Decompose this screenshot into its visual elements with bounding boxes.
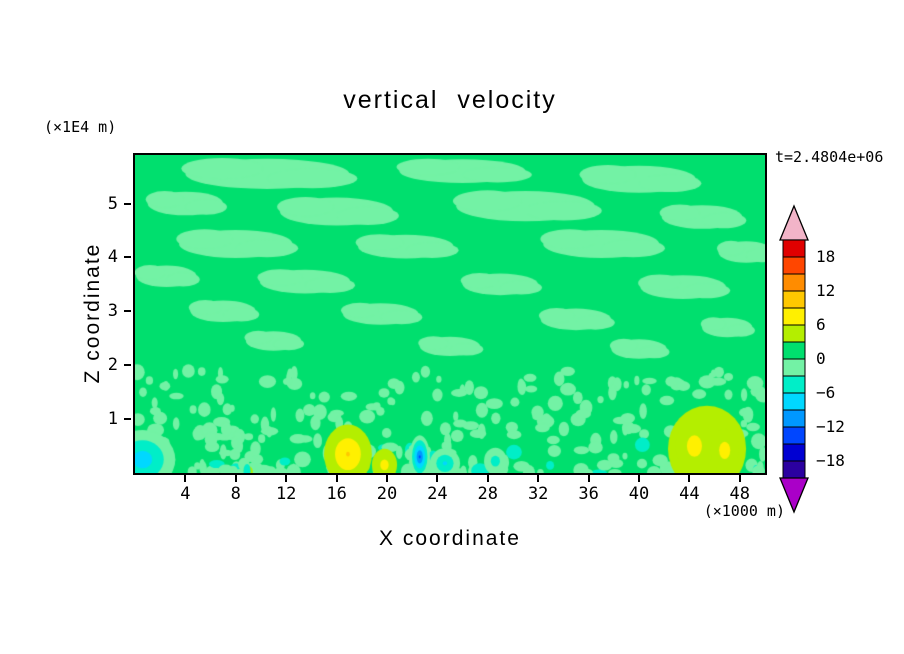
contour-field: [135, 155, 765, 473]
colorbar-band: [782, 392, 806, 411]
x-tick-mark: [234, 475, 237, 482]
x-tick-label: 16: [326, 484, 347, 504]
x-tick-label: 48: [729, 484, 751, 504]
x-tick-label: 20: [376, 484, 398, 504]
x-axis-label: X coordinate: [379, 527, 521, 550]
colorbar-band: [782, 358, 806, 377]
y-tick-label: 1: [107, 409, 118, 430]
colorbar-band: [782, 426, 806, 445]
colorbar-band: [782, 460, 806, 479]
x-tick-label: 12: [275, 484, 297, 504]
y-tick-mark: [124, 418, 131, 421]
y-tick-mark: [124, 256, 131, 259]
x-tick-label: 28: [477, 484, 499, 504]
colorbar-band: [782, 239, 806, 258]
colorbar-band: [782, 375, 806, 394]
x-tick-mark: [335, 475, 338, 482]
colorbar-top-arrow: [779, 204, 809, 241]
colorbar-tick-label: −18: [816, 451, 845, 470]
x-tick-mark: [486, 475, 489, 482]
colorbar-tick-label: 18: [816, 247, 836, 266]
x-tick-label: 4: [180, 484, 191, 504]
colorbar-band: [782, 256, 806, 275]
colorbar-band: [782, 273, 806, 292]
x-tick-label: 24: [427, 484, 448, 504]
colorbar-band: [782, 290, 806, 309]
x-tick-mark: [386, 475, 388, 482]
colorbar-tick-label: 6: [816, 315, 826, 334]
x-tick-mark: [587, 475, 590, 482]
x-tick-mark: [184, 475, 187, 482]
colorbar-tick-label: 0: [816, 349, 826, 368]
y-tick-label: 2: [107, 355, 118, 376]
colorbar-tick-label: 12: [816, 281, 836, 300]
x-tick-mark: [537, 475, 540, 482]
colorbar-band: [782, 409, 806, 428]
y-axis-unit: (×1E4 m): [44, 118, 117, 136]
colorbar-tick-label: −12: [816, 417, 845, 436]
y-tick-mark: [124, 364, 131, 367]
colorbar-band: [782, 324, 806, 343]
colorbar-tick-label: −6: [816, 383, 836, 402]
colorbar-svg: [779, 204, 809, 514]
y-tick-mark: [124, 202, 131, 205]
x-tick-mark: [688, 475, 691, 482]
chart-title: vertical velocity: [343, 86, 557, 114]
x-tick-label: 40: [628, 484, 650, 504]
y-tick-label: 4: [107, 247, 118, 268]
x-tick-label: 36: [578, 484, 599, 504]
y-tick-label: 5: [107, 193, 118, 214]
x-tick-mark: [436, 475, 439, 482]
colorbar-band: [782, 307, 806, 326]
colorbar-band: [782, 341, 806, 360]
x-axis-unit: (×1000 m): [703, 502, 785, 520]
colorbar-band: [782, 443, 806, 462]
plot-area: [133, 153, 767, 475]
y-tick-label: 3: [107, 301, 118, 322]
colorbar-bottom-arrow: [779, 477, 809, 514]
x-tick-label: 8: [230, 484, 241, 504]
time-label: t=2.4804e+06: [775, 148, 884, 166]
x-tick-mark: [638, 475, 640, 482]
y-tick-mark: [124, 310, 131, 313]
x-tick-label: 44: [679, 484, 700, 504]
x-tick-mark: [738, 475, 741, 482]
x-tick-label: 32: [527, 484, 549, 504]
x-tick-mark: [285, 475, 288, 482]
